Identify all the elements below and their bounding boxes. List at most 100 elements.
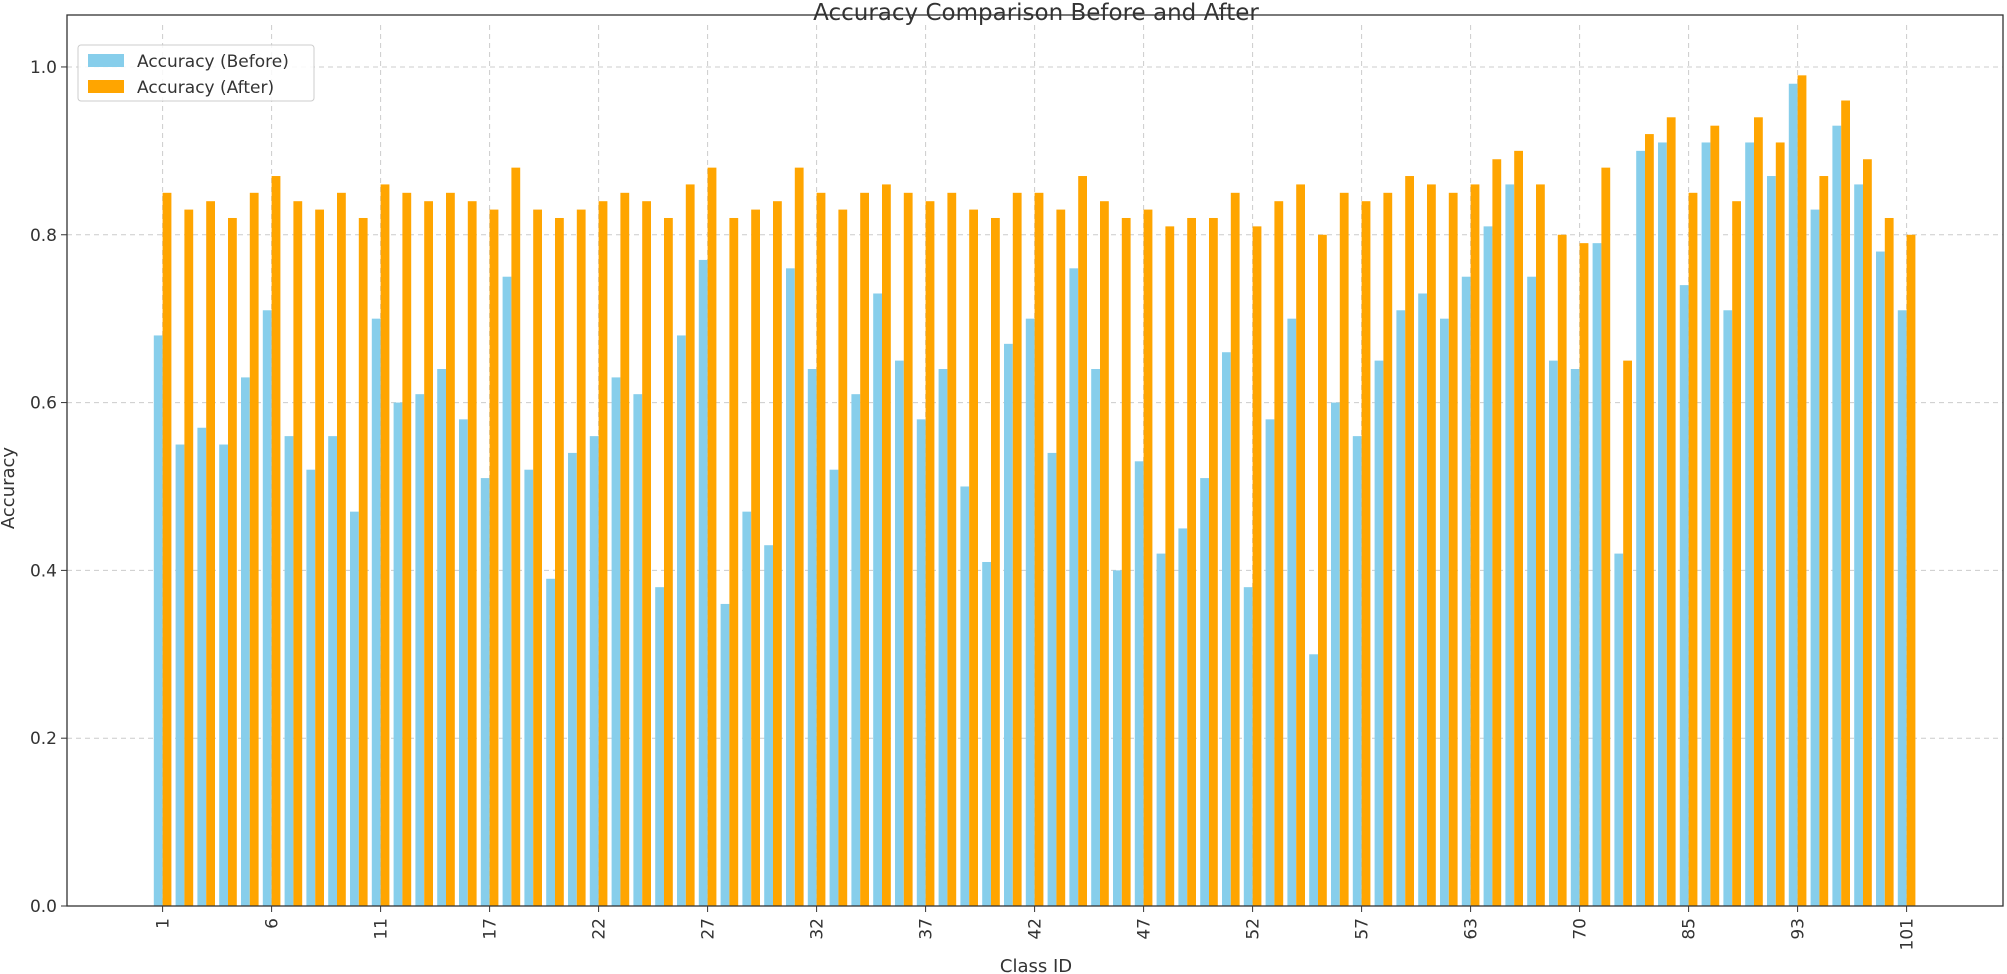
bar — [337, 192, 346, 907]
bar — [991, 217, 1000, 906]
bar — [262, 310, 272, 906]
bar — [1374, 360, 1384, 907]
x-tick-label: 37 — [917, 918, 937, 940]
bar — [1688, 192, 1698, 907]
bar — [1767, 176, 1776, 906]
bar — [655, 587, 664, 906]
x-tick-label: 11 — [372, 918, 392, 940]
bar — [1666, 117, 1676, 907]
bar — [1121, 217, 1131, 906]
bar — [162, 192, 172, 907]
y-tick-label: 0.2 — [30, 729, 57, 749]
bar — [960, 486, 970, 906]
bar — [1012, 192, 1022, 907]
bar — [751, 209, 760, 907]
x-tick-label: 47 — [1135, 918, 1155, 940]
bar — [1078, 176, 1087, 906]
y-axis-label: Accuracy — [0, 447, 19, 530]
bar — [786, 268, 795, 906]
bar — [1636, 150, 1645, 906]
bar — [982, 561, 991, 906]
bar — [1819, 176, 1829, 906]
bar — [664, 217, 673, 906]
bar — [1339, 192, 1349, 907]
bar — [306, 469, 316, 906]
bar — [1396, 310, 1406, 906]
bar — [1274, 201, 1284, 906]
x-tick-label: 101 — [1898, 918, 1918, 950]
bar — [1222, 352, 1231, 906]
x-tick-label: 27 — [699, 918, 719, 940]
bar — [1906, 234, 1916, 906]
bar — [1557, 234, 1567, 906]
bar — [524, 469, 534, 906]
bar — [1679, 285, 1689, 907]
bar — [764, 545, 773, 906]
bar — [1470, 184, 1480, 906]
bar — [677, 335, 686, 906]
bar — [358, 217, 368, 906]
bar — [938, 369, 948, 906]
bar — [1230, 192, 1240, 907]
bar — [1854, 184, 1863, 906]
bar — [568, 452, 577, 906]
bar — [851, 394, 861, 906]
bar — [589, 436, 599, 906]
bar — [729, 217, 739, 906]
bar — [228, 217, 237, 906]
bar — [197, 427, 207, 906]
bar — [380, 184, 390, 906]
bar — [350, 511, 359, 906]
x-tick-label: 85 — [1680, 918, 1700, 940]
bar — [489, 209, 499, 907]
bar — [1091, 369, 1100, 906]
bar — [816, 192, 826, 907]
bar — [1623, 360, 1632, 907]
legend-swatch — [88, 54, 124, 67]
bar — [1754, 117, 1763, 907]
bar — [1427, 184, 1436, 906]
bar — [1252, 226, 1262, 906]
bar — [698, 259, 708, 906]
x-tick-label: 52 — [1244, 918, 1264, 940]
bar — [903, 192, 913, 907]
plot-frame — [66, 14, 2004, 907]
y-tick-label: 0.4 — [30, 561, 57, 581]
bar — [1897, 310, 1907, 906]
bar — [1047, 452, 1057, 906]
bar — [633, 394, 643, 906]
legend-swatch — [88, 80, 124, 93]
x-tick-label: 6 — [263, 918, 283, 929]
bar — [1383, 192, 1393, 907]
bar — [1884, 217, 1894, 906]
legend-box — [77, 44, 315, 102]
bar — [293, 201, 303, 906]
bar — [1461, 276, 1471, 906]
bar — [1318, 234, 1327, 906]
x-tick-label: 1 — [154, 918, 174, 929]
legend-label: Accuracy (Before) — [137, 52, 289, 72]
bar — [1331, 402, 1340, 906]
bar — [393, 402, 403, 906]
bar — [947, 192, 957, 907]
bar — [773, 201, 782, 906]
bar — [1296, 184, 1305, 906]
bar — [1187, 217, 1196, 906]
x-tick-label: 57 — [1353, 918, 1373, 940]
x-tick-label: 22 — [590, 918, 610, 940]
bar — [184, 209, 194, 907]
bar — [1352, 436, 1362, 906]
bar — [1775, 142, 1785, 906]
y-tick-label: 0.6 — [30, 394, 57, 414]
bar — [1056, 209, 1066, 907]
bar — [1165, 226, 1175, 906]
bar — [1723, 310, 1733, 906]
bar — [1178, 528, 1188, 906]
bar — [446, 192, 455, 907]
bar — [1797, 75, 1807, 907]
chart-title: Accuracy Comparison Before and After — [813, 0, 1259, 26]
bar — [315, 209, 324, 907]
bar — [742, 511, 752, 906]
bar — [576, 209, 586, 907]
bar — [1287, 318, 1297, 907]
